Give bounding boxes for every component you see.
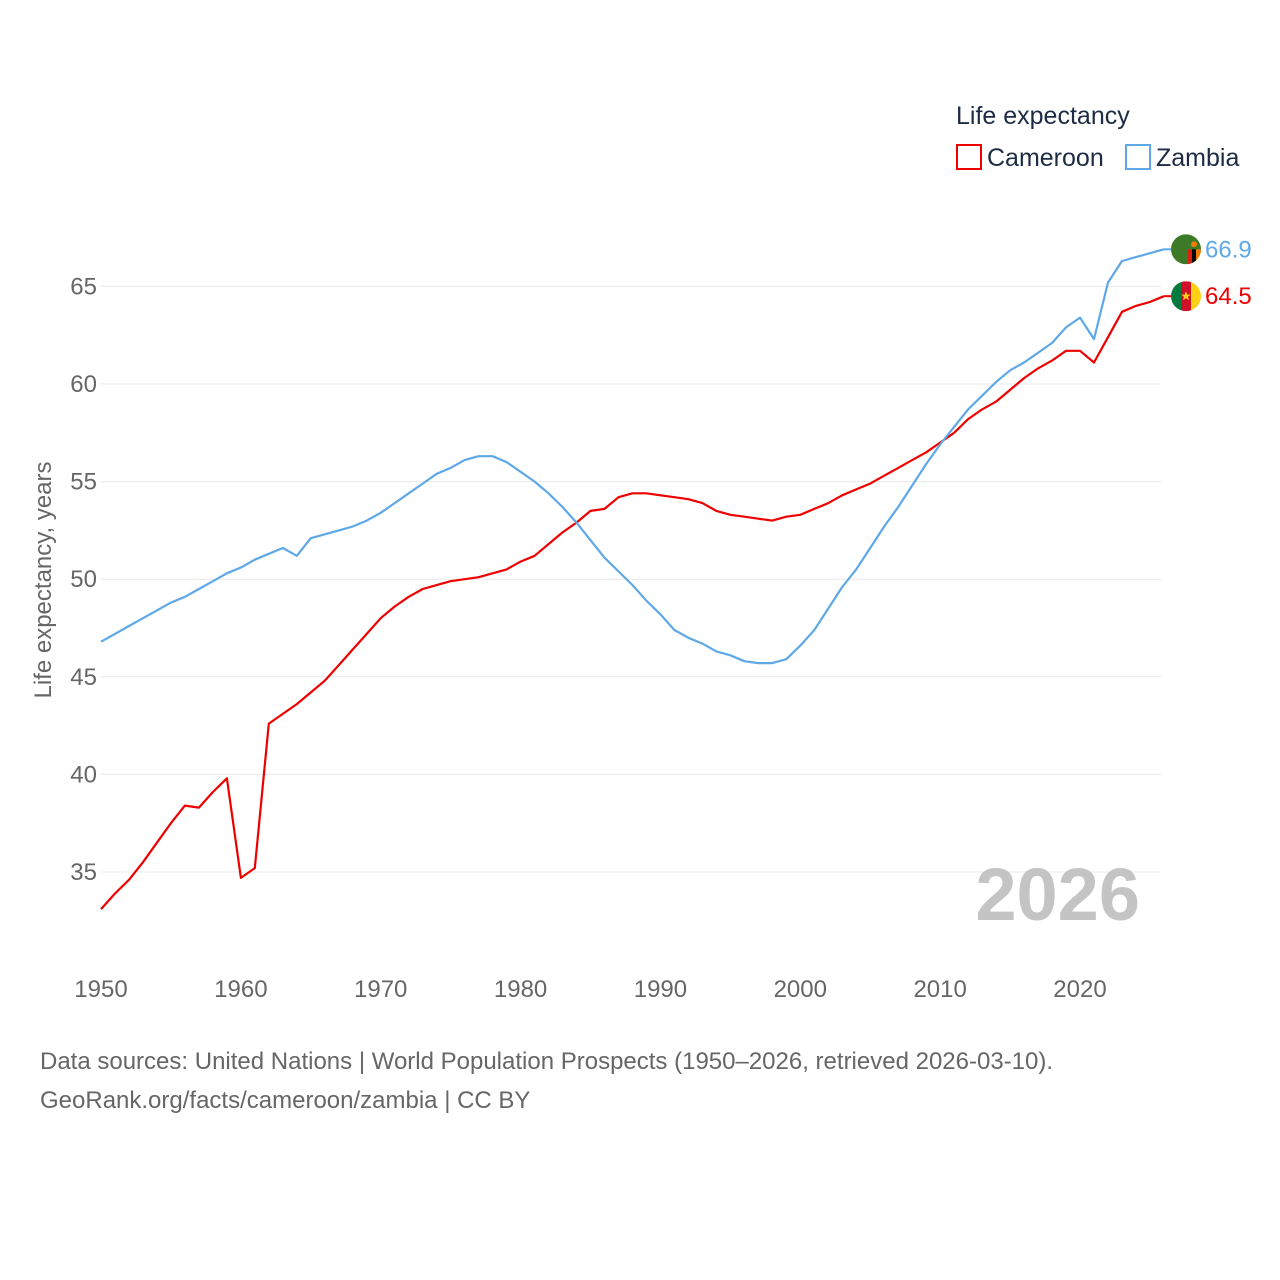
y-tick-label: 55 (70, 469, 97, 496)
x-tick-label: 2000 (774, 976, 827, 1003)
y-axis-ticks: 35 40 45 50 55 60 65 (70, 273, 97, 886)
source-line-1: Data sources: United Nations | World Pop… (40, 1048, 1054, 1075)
x-tick-label: 1960 (214, 976, 267, 1003)
zambia-flag-icon (1171, 234, 1201, 265)
x-tick-label: 1990 (634, 976, 687, 1003)
legend-item-zambia[interactable]: Zambia (1125, 144, 1239, 172)
y-axis-title: Life expectancy, years (30, 461, 57, 698)
y-tick-label: 50 (70, 566, 97, 593)
x-tick-label: 1950 (74, 976, 127, 1003)
legend-label-zambia: Zambia (1156, 144, 1239, 172)
y-tick-label: 60 (70, 371, 97, 398)
x-axis-ticks: 1950 1960 1970 1980 1990 2000 2010 2020 (74, 976, 1106, 1003)
series-lines (100, 248, 1165, 910)
series-line-cameroon[interactable] (100, 295, 1165, 910)
legend-title: Life expectancy (956, 102, 1130, 130)
end-label-cameroon: 64.5 (1205, 283, 1252, 310)
y-tick-label: 40 (70, 761, 97, 788)
y-tick-label: 45 (70, 664, 97, 691)
legend-swatch-cameroon (956, 144, 982, 170)
legend-item-cameroon[interactable]: Cameroon (956, 144, 1104, 172)
y-tick-label: 35 (70, 859, 97, 886)
x-tick-label: 1980 (494, 976, 547, 1003)
x-tick-label: 1970 (354, 976, 407, 1003)
y-tick-label: 65 (70, 273, 97, 300)
x-tick-label: 2010 (913, 976, 966, 1003)
gridlines (101, 285, 1161, 873)
series-line-zambia[interactable] (100, 248, 1165, 665)
end-markers: 64.5 66.9 (1163, 234, 1252, 312)
legend-label-cameroon: Cameroon (987, 144, 1104, 172)
legend: Life expectancy Cameroon Zambia (956, 102, 1239, 172)
year-label: 2026 (975, 853, 1140, 936)
x-tick-label: 2020 (1053, 976, 1106, 1003)
source-note: Data sources: United Nations | World Pop… (40, 1042, 1240, 1120)
legend-swatch-zambia (1125, 144, 1151, 170)
cameroon-flag-icon (1171, 281, 1201, 312)
end-label-zambia: 66.9 (1205, 236, 1252, 263)
source-line-2: GeoRank.org/facts/cameroon/zambia | CC B… (40, 1087, 531, 1114)
